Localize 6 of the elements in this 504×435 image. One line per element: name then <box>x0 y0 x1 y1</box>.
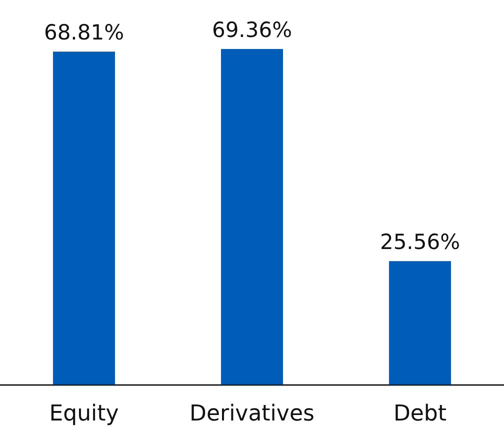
data-label: 68.81% <box>44 20 124 45</box>
x-tick-label: Equity <box>49 402 119 427</box>
data-label: 69.36% <box>212 18 292 42</box>
x-tick-label: Derivatives <box>190 402 314 427</box>
x-tick-label: Debt <box>393 402 447 427</box>
data-label: 25.56% <box>380 230 460 254</box>
